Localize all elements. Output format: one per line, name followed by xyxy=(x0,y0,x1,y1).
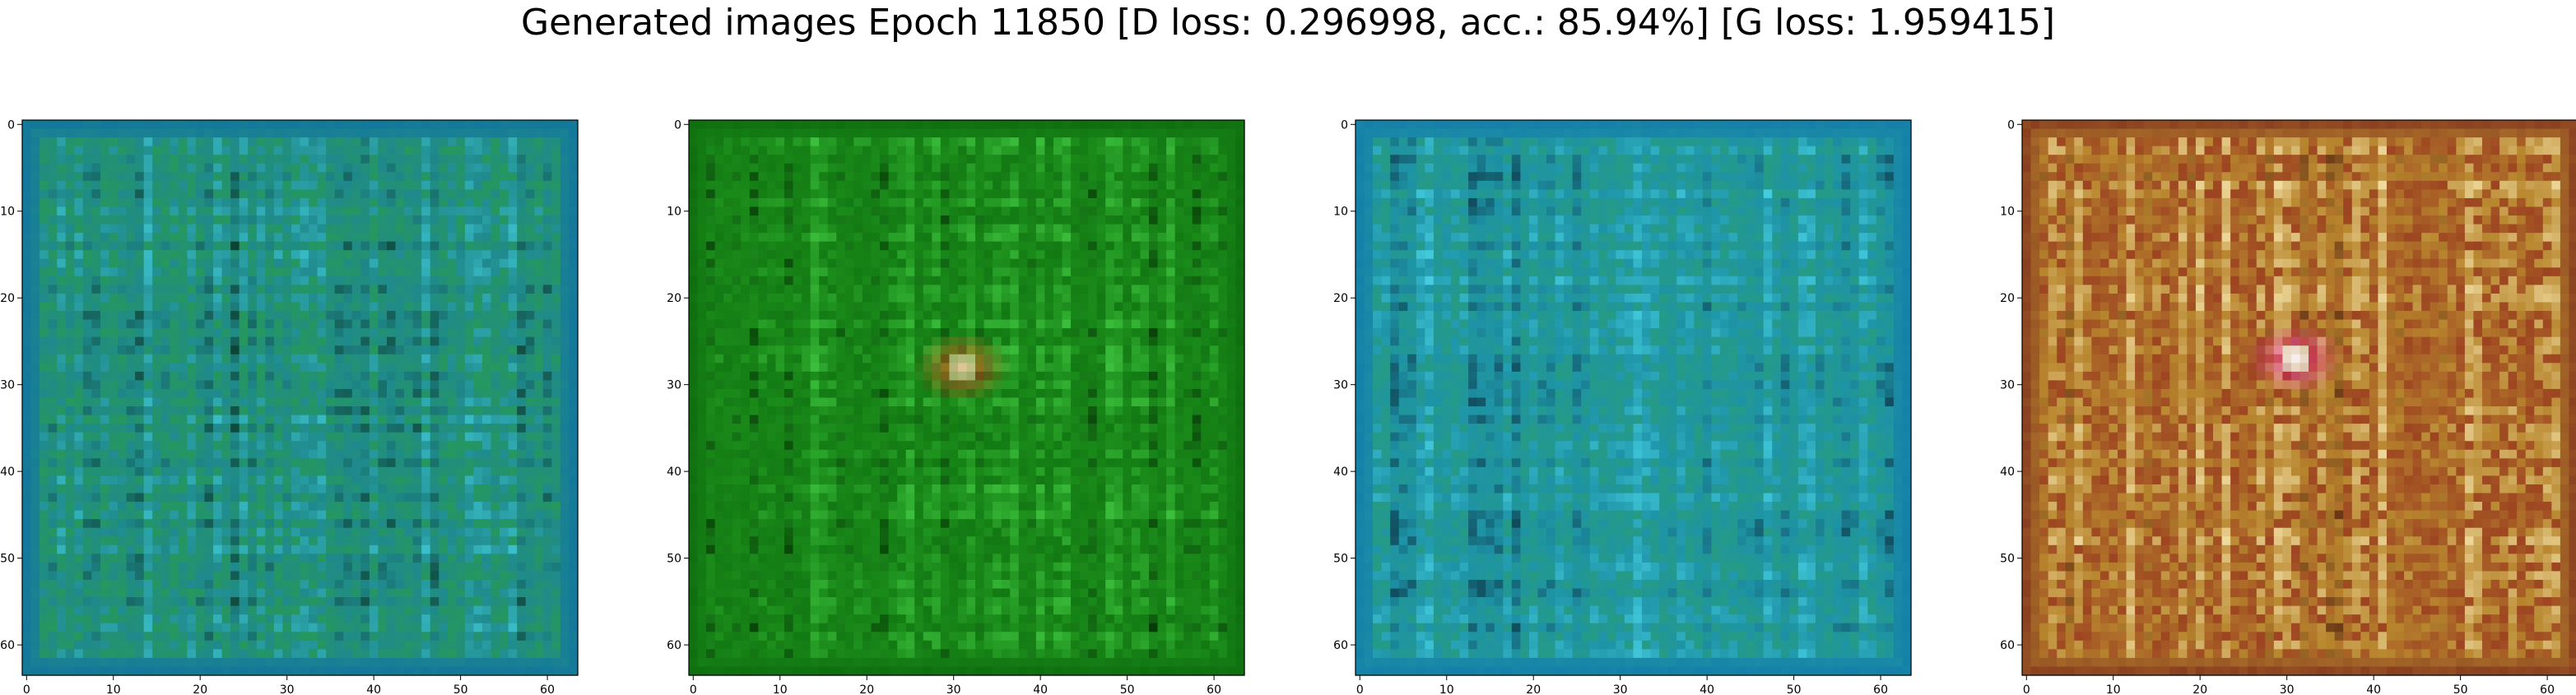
y-tick-label: 0 xyxy=(1341,118,1348,132)
x-tick-label: 0 xyxy=(1356,683,1364,695)
x-tick-label: 60 xyxy=(1873,683,1888,695)
y-tick-label: 0 xyxy=(674,118,681,132)
x-tick-label: 0 xyxy=(690,683,697,695)
image-panel-2: 0 10 20 30 40 50 60 0 10 20 30 40 50 60 xyxy=(667,118,1245,695)
image-pixels xyxy=(689,120,1245,676)
axes-frame xyxy=(21,119,579,676)
figure-title: Generated images Epoch 11850 [D loss: 0.… xyxy=(520,2,2056,44)
axes-frame xyxy=(688,119,1245,676)
image-panel-1: 0 10 20 30 40 50 60 0 10 20 30 40 50 60 xyxy=(0,118,579,695)
x-tick-label: 30 xyxy=(2280,683,2295,695)
y-tick-label: 60 xyxy=(0,639,15,652)
x-tick-label: 10 xyxy=(773,683,788,695)
y-tick-label: 10 xyxy=(2000,206,2015,219)
x-tick-label: 40 xyxy=(1700,683,1714,695)
y-tick-label: 30 xyxy=(667,379,681,392)
x-tick-label: 60 xyxy=(2540,683,2555,695)
y-tick-label: 20 xyxy=(667,292,681,305)
y-tick-label: 40 xyxy=(0,466,15,479)
x-tick-label: 0 xyxy=(23,683,30,695)
axes-frame xyxy=(2021,119,2576,676)
image-panel-3: 0 10 20 30 40 50 60 0 10 20 30 40 50 60 xyxy=(1333,118,1912,695)
y-tick-label: 50 xyxy=(2000,553,2015,566)
x-tick-label: 60 xyxy=(1207,683,1221,695)
x-tick-label: 50 xyxy=(1787,683,1802,695)
y-tick-label: 60 xyxy=(2000,639,2015,652)
y-tick-label: 60 xyxy=(667,639,681,652)
x-tick-label: 20 xyxy=(859,683,874,695)
x-tick-label: 50 xyxy=(2453,683,2468,695)
y-tick-label: 30 xyxy=(0,379,15,392)
axes-frame xyxy=(1355,119,1912,676)
y-tick-label: 20 xyxy=(0,292,15,305)
x-tick-label: 60 xyxy=(540,683,555,695)
x-tick-label: 50 xyxy=(1120,683,1135,695)
y-tick-label: 50 xyxy=(1333,553,1348,566)
y-tick-label: 10 xyxy=(1333,206,1348,219)
y-tick-label: 50 xyxy=(0,553,15,566)
x-tick-label: 0 xyxy=(2023,683,2030,695)
x-tick-label: 40 xyxy=(1033,683,1048,695)
y-tick-label: 0 xyxy=(7,118,15,132)
y-tick-label: 30 xyxy=(1333,379,1348,392)
y-tick-label: 10 xyxy=(0,206,15,219)
x-tick-label: 30 xyxy=(946,683,961,695)
y-tick-label: 60 xyxy=(1333,639,1348,652)
y-tick-label: 50 xyxy=(667,553,681,566)
x-tick-label: 30 xyxy=(1613,683,1628,695)
x-tick-label: 40 xyxy=(2366,683,2381,695)
x-tick-label: 40 xyxy=(366,683,381,695)
x-tick-label: 20 xyxy=(1526,683,1541,695)
y-tick-label: 30 xyxy=(2000,379,2015,392)
x-tick-label: 10 xyxy=(1439,683,1454,695)
image-pixels xyxy=(2022,120,2576,676)
image-panel-4: 0 10 20 30 40 50 60 0 10 20 30 40 50 60 xyxy=(2000,118,2576,695)
x-tick-label: 20 xyxy=(193,683,207,695)
y-tick-label: 0 xyxy=(2007,118,2015,132)
x-tick-label: 20 xyxy=(2192,683,2207,695)
x-tick-label: 10 xyxy=(2106,683,2121,695)
image-pixels xyxy=(22,120,579,676)
y-tick-label: 40 xyxy=(2000,466,2015,479)
x-tick-label: 50 xyxy=(453,683,468,695)
y-tick-label: 20 xyxy=(1333,292,1348,305)
y-tick-label: 20 xyxy=(2000,292,2015,305)
x-tick-label: 10 xyxy=(106,683,121,695)
x-tick-label: 30 xyxy=(280,683,295,695)
y-tick-label: 40 xyxy=(667,466,681,479)
y-tick-label: 40 xyxy=(1333,466,1348,479)
image-pixels xyxy=(1355,120,1912,676)
y-tick-label: 10 xyxy=(667,206,681,219)
